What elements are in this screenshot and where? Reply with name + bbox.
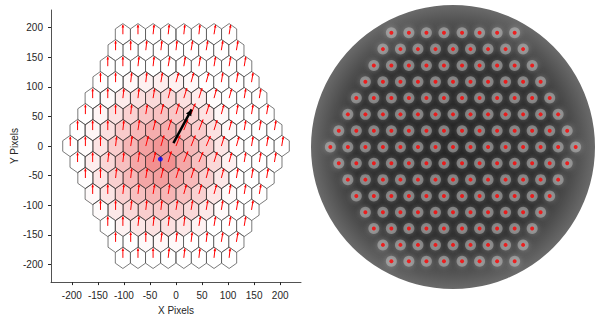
svg-text:X Pixels: X Pixels: [158, 305, 194, 316]
svg-text:-200: -200: [23, 259, 43, 270]
svg-text:-50: -50: [143, 290, 158, 301]
svg-text:-100: -100: [114, 290, 134, 301]
svg-text:50: 50: [196, 290, 208, 301]
svg-text:150: 150: [26, 52, 43, 63]
svg-text:150: 150: [246, 290, 263, 301]
svg-text:-100: -100: [23, 200, 43, 211]
svg-text:-150: -150: [23, 229, 43, 240]
svg-text:50: 50: [32, 111, 44, 122]
svg-text:100: 100: [220, 290, 237, 301]
svg-text:200: 200: [26, 22, 43, 33]
svg-text:-50: -50: [29, 170, 44, 181]
svg-text:0: 0: [173, 290, 179, 301]
svg-text:200: 200: [272, 290, 289, 301]
svg-text:0: 0: [37, 141, 43, 152]
svg-text:-200: -200: [62, 290, 82, 301]
svg-text:Y Pixels: Y Pixels: [9, 128, 20, 164]
svg-text:100: 100: [26, 81, 43, 92]
svg-text:-150: -150: [88, 290, 108, 301]
